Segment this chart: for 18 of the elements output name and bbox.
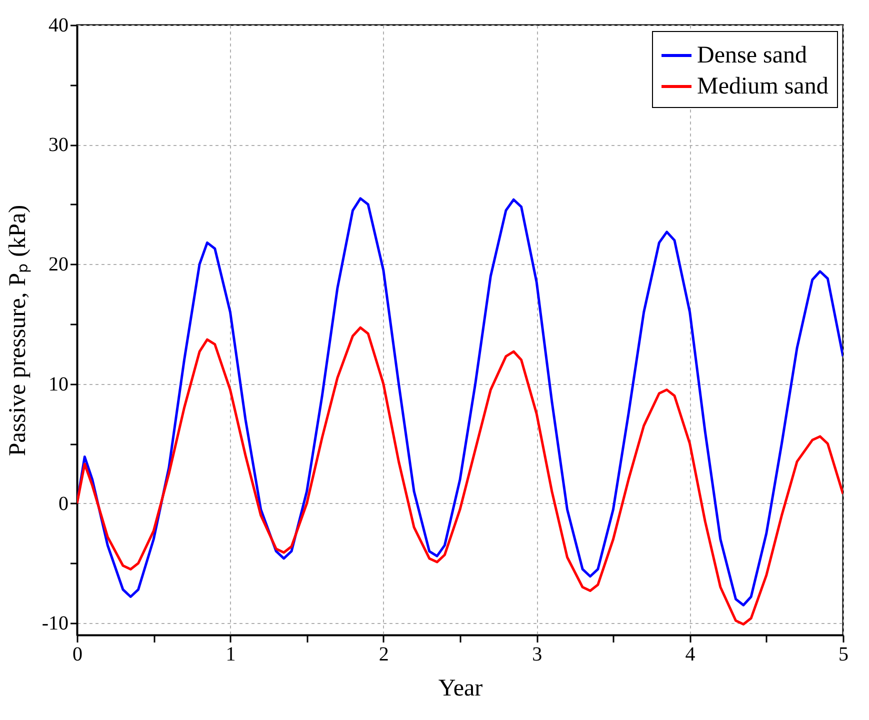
x-tick-label: 1 bbox=[226, 644, 236, 666]
x-tick-label: 3 bbox=[532, 644, 542, 666]
x-tick-label: 2 bbox=[378, 644, 389, 666]
x-tick-label: 0 bbox=[72, 644, 82, 666]
x-tick-label: 4 bbox=[685, 644, 696, 666]
y-tick-label: 20 bbox=[48, 254, 68, 276]
y-tick-label: 10 bbox=[48, 373, 68, 396]
y-tick-label: -10 bbox=[42, 612, 68, 635]
x-tick-label: 5 bbox=[838, 644, 848, 666]
y-tick-label: 30 bbox=[48, 134, 68, 156]
line-series bbox=[77, 326, 843, 626]
legend-label: Medium sand bbox=[697, 74, 828, 100]
y-axis-title: Passive pressure, Pₚ (kPa) bbox=[4, 204, 31, 456]
y-tick-label: 40 bbox=[48, 14, 68, 36]
line-series bbox=[77, 197, 843, 606]
x-axis-title: Year bbox=[438, 676, 483, 702]
y-tick-label: 0 bbox=[58, 492, 68, 515]
legend-label: Dense sand bbox=[697, 42, 807, 68]
